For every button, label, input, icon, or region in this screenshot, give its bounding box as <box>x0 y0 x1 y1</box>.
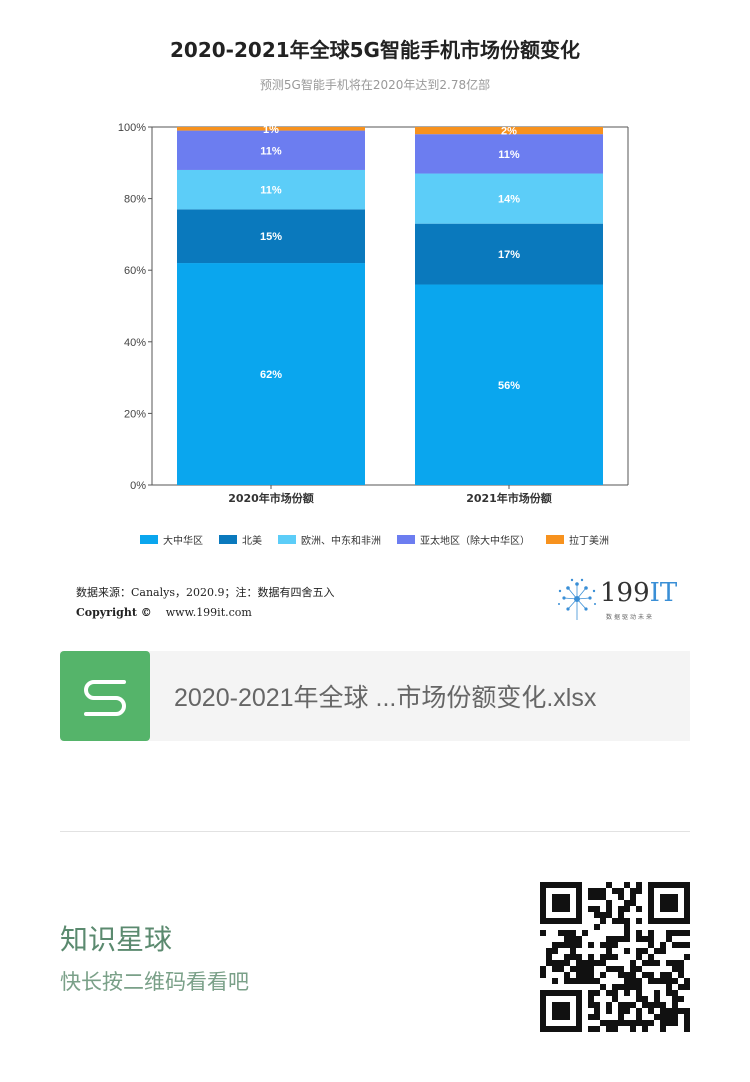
logo-it: IT <box>649 578 678 608</box>
bar-segment <box>415 223 603 285</box>
legend-item: 亚太地区（除大中华区） <box>397 532 530 547</box>
legend-item: 大中华区 <box>140 532 203 547</box>
legend-swatch <box>278 535 296 544</box>
legend-label: 亚太地区（除大中华区） <box>420 536 530 547</box>
legend-item: 北美 <box>219 532 262 547</box>
data-label: 11% <box>498 149 520 161</box>
logo-text: 199IT <box>600 578 677 608</box>
data-label: 2% <box>501 126 517 138</box>
bar-segment <box>415 127 603 135</box>
bar-segment <box>177 130 365 170</box>
y-tick-label: 40% <box>124 337 146 349</box>
y-tick-label: 60% <box>124 265 146 277</box>
legend-label: 北美 <box>242 536 262 547</box>
legend-swatch <box>546 535 564 544</box>
legend-label: 拉丁美洲 <box>569 536 609 547</box>
dandelion-logo-icon <box>558 578 596 620</box>
data-label: 62% <box>260 369 282 381</box>
data-label: 17% <box>498 249 520 261</box>
legend-label: 欧洲、中东和非洲 <box>301 536 381 547</box>
bar-segment <box>177 169 365 210</box>
chart-subtitle: 预测5G智能手机将在2020年达到2.78亿部 <box>259 78 491 92</box>
bar-segment <box>415 284 603 485</box>
bar-segment <box>177 127 365 131</box>
spreadsheet-s-icon <box>60 651 150 741</box>
bar-segment <box>177 209 365 264</box>
logo-199it: 199IT 数据驱动未来 <box>554 574 684 624</box>
legend-swatch <box>219 535 237 544</box>
data-label: 1% <box>263 124 279 136</box>
stacked-bar-chart: 0% 20% 40% 60% 80% 100% 62% 15% 11% 11% 1% 2020年市场份… <box>118 122 629 505</box>
data-label: 56% <box>498 380 520 392</box>
x-tick-label: 2021年市场份额 <box>466 491 552 505</box>
data-source: 数据来源：Canalys，2020.9；注：数据有四舍五入 <box>76 586 335 599</box>
copyright-url[interactable]: www.199it.com <box>165 606 252 619</box>
y-tick-label: 20% <box>124 408 146 420</box>
logo-number: 199 <box>600 578 650 608</box>
qr-code-icon[interactable] <box>540 882 690 1032</box>
y-tick-label: 0% <box>130 480 146 492</box>
chart-legend: 大中华区 北美 欧洲、中东和非洲 亚太地区（除大中华区） 拉丁美洲 <box>140 532 620 547</box>
file-name: 2020-2021年全球 ...市场份额变化.xlsx <box>174 684 597 712</box>
file-attachment-card[interactable]: 2020-2021年全球 ...市场份额变化.xlsx <box>60 651 690 741</box>
legend-swatch <box>140 535 158 544</box>
copyright: Copyright © www.199it.com <box>76 606 252 619</box>
legend-label: 大中华区 <box>163 536 203 547</box>
data-label: 11% <box>260 145 282 157</box>
data-label: 11% <box>260 185 282 197</box>
copyright-label: Copyright © <box>76 606 152 619</box>
divider <box>60 831 690 832</box>
legend-item: 欧洲、中东和非洲 <box>278 532 381 547</box>
bar-segment <box>415 134 603 174</box>
logo-tagline: 数据驱动未来 <box>606 614 655 621</box>
chart-title: 2020-2021年全球5G智能手机市场份额变化 <box>170 38 580 62</box>
x-tick-label: 2020年市场份额 <box>228 491 314 505</box>
promo-title: 知识星球 <box>60 923 173 956</box>
y-tick-label: 80% <box>124 194 146 206</box>
y-tick-label: 100% <box>118 122 146 134</box>
legend-swatch <box>397 535 415 544</box>
legend-item: 拉丁美洲 <box>546 532 609 547</box>
promo-subtitle: 快长按二维码看看吧 <box>60 970 249 994</box>
bar-segment <box>177 263 365 485</box>
data-label: 15% <box>260 231 282 243</box>
bar-segment <box>415 173 603 224</box>
data-label: 14% <box>498 194 520 206</box>
